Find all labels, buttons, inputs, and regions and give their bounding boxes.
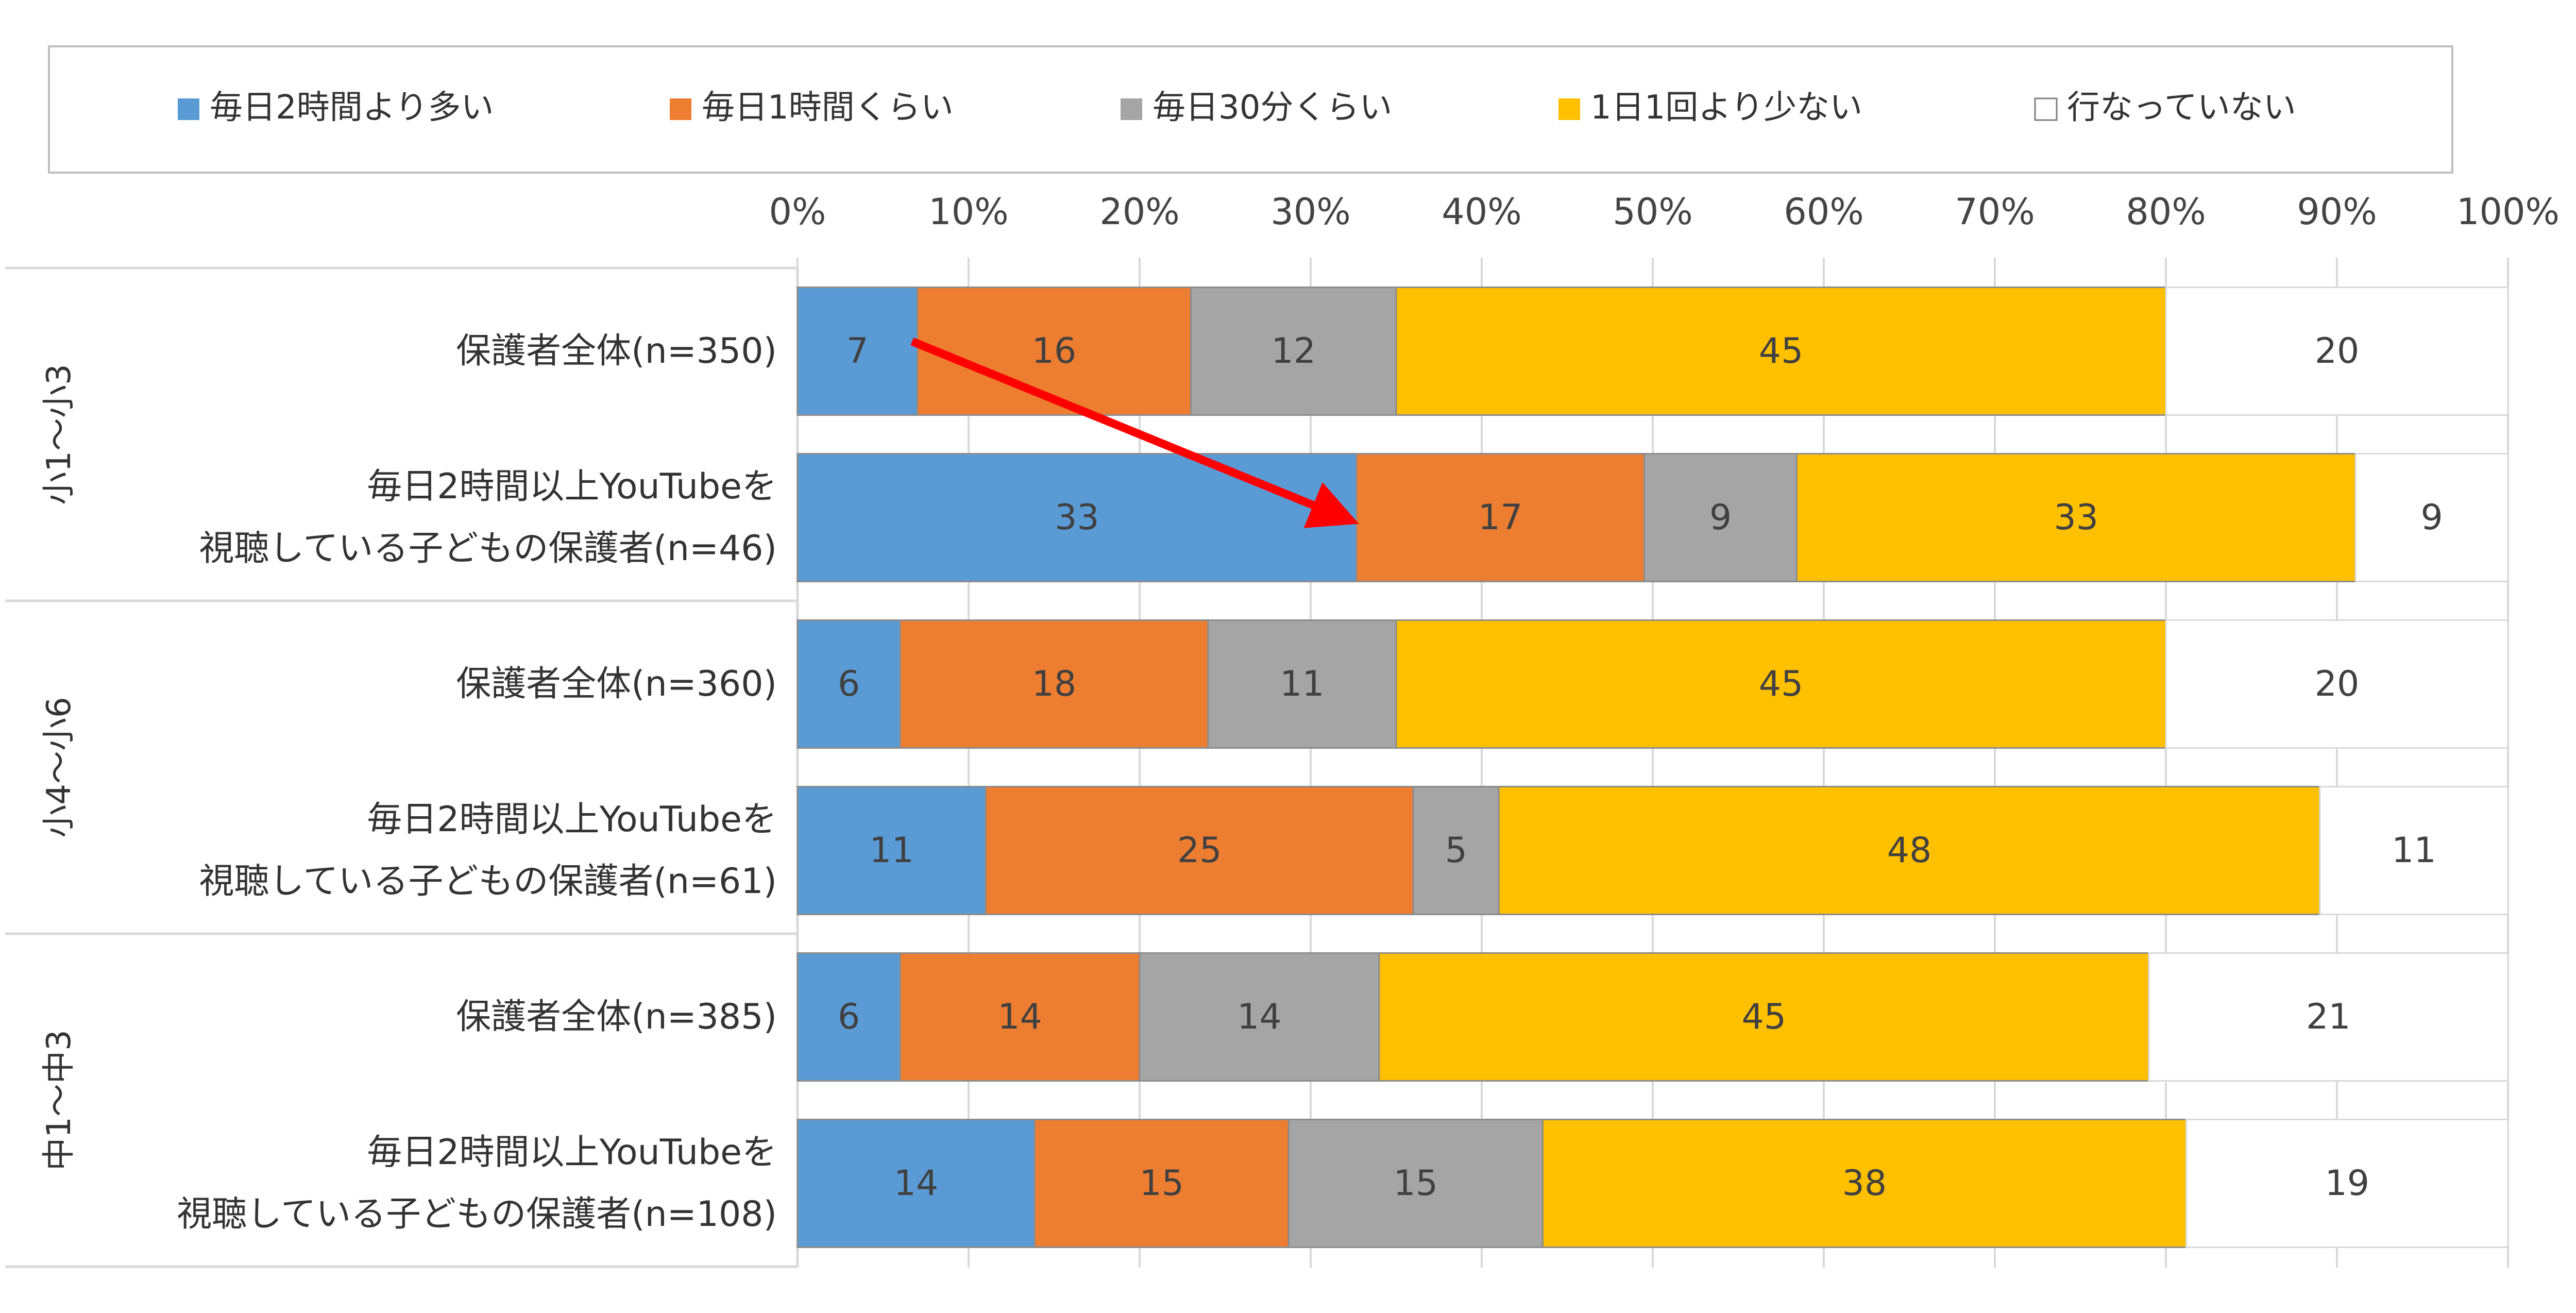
data-label: 33 xyxy=(2054,497,2099,538)
data-label: 48 xyxy=(1887,830,1932,871)
data-label: 21 xyxy=(2306,997,2351,1037)
group-label: 小1〜小3 xyxy=(40,364,78,504)
data-label: 11 xyxy=(869,830,914,871)
data-label: 9 xyxy=(2420,497,2443,538)
bar-segment xyxy=(2148,952,2509,1082)
x-tick-label: 50% xyxy=(1613,191,1693,233)
bar-segment xyxy=(1541,1119,2187,1248)
bar-segment xyxy=(2165,287,2509,416)
x-tick-label: 60% xyxy=(1784,191,1864,233)
legend-swatch xyxy=(2034,97,2058,121)
legend-label: 行なっていない xyxy=(2067,89,2296,127)
row-label: 毎日2時間以上YouTubeを xyxy=(367,466,777,507)
bar-segment xyxy=(796,453,1358,582)
bar-segment xyxy=(1207,619,1397,749)
bars: 7 16 12 45 20 33 17 9 33 9 6 18 11 45 20 11 25 5 48 11 6 14 14… xyxy=(796,287,2509,1248)
legend-swatch xyxy=(1558,98,1580,120)
data-label: 5 xyxy=(1445,830,1467,871)
data-label: 17 xyxy=(1478,497,1523,538)
bar-segment xyxy=(1139,952,1380,1082)
bar-segment xyxy=(916,287,1192,416)
data-label: 20 xyxy=(2315,664,2360,704)
bar-segment xyxy=(2185,1119,2509,1248)
legend-label: 毎日2時間より多い xyxy=(210,89,494,127)
group-label: 小4〜小6 xyxy=(40,697,78,837)
data-label: 6 xyxy=(838,664,860,704)
legend-swatch xyxy=(670,98,691,120)
bar-segment xyxy=(796,952,901,1082)
data-label: 6 xyxy=(838,997,860,1037)
legend-label: 毎日1時間くらい xyxy=(702,89,954,127)
x-tick-label: 0% xyxy=(769,191,826,233)
bar-segment xyxy=(1378,952,2150,1082)
row-label: 視聴している子どもの保護者(n=46) xyxy=(199,528,777,569)
annotation xyxy=(910,338,1359,528)
legend-swatch xyxy=(1121,98,1142,120)
bar-segment xyxy=(796,1119,1036,1248)
data-label: 14 xyxy=(997,997,1042,1037)
data-label: 45 xyxy=(1759,331,1804,372)
data-label: 45 xyxy=(1759,664,1804,704)
bar-segment xyxy=(1498,786,2321,915)
bar-segment xyxy=(1412,786,1500,915)
data-label: 20 xyxy=(2315,331,2360,372)
row-label: 毎日2時間以上YouTubeを xyxy=(367,799,777,840)
x-tick-label: 30% xyxy=(1270,191,1351,233)
x-tick-label: 20% xyxy=(1099,191,1180,233)
bar-segment xyxy=(2319,786,2509,915)
data-label: 45 xyxy=(1742,997,1787,1037)
bar-segment xyxy=(2165,619,2509,749)
legend-label: 毎日30分くらい xyxy=(1153,89,1392,127)
bar-segment xyxy=(899,952,1141,1082)
data-label: 11 xyxy=(2392,830,2436,871)
legend-label: 1日1回より少ない xyxy=(1590,89,1862,127)
row-label: 視聴している子どもの保護者(n=61) xyxy=(199,861,777,902)
bar-segment xyxy=(985,786,1414,915)
bar-segment xyxy=(1643,453,1798,582)
annotation-arrow xyxy=(910,338,1359,528)
x-tick-label: 80% xyxy=(2126,191,2206,233)
data-label: 12 xyxy=(1272,331,1316,372)
x-tick-label: 90% xyxy=(2297,191,2377,233)
bar-segment xyxy=(899,619,1209,749)
data-label: 14 xyxy=(1237,997,1282,1037)
bar-segment xyxy=(1395,287,2167,416)
bar-segment xyxy=(2354,453,2509,582)
data-label: 9 xyxy=(1709,497,1732,538)
legend: 毎日2時間より多い 毎日1時間くらい 毎日30分くらい 1日1回より少ない 行なっていな… xyxy=(178,89,2296,127)
x-tick-label: 100% xyxy=(2456,191,2560,233)
bar-segment xyxy=(1795,453,2357,582)
data-label: 16 xyxy=(1032,331,1077,372)
bar-segment xyxy=(1355,453,1646,582)
row-label: 保護者全体(n=360) xyxy=(456,664,777,704)
x-tick-label: 40% xyxy=(1442,191,1522,233)
bar-segment xyxy=(796,619,901,749)
data-label: 15 xyxy=(1139,1163,1184,1204)
data-label: 7 xyxy=(846,331,869,372)
data-label: 14 xyxy=(894,1163,939,1204)
data-label: 25 xyxy=(1177,830,1222,871)
data-label: 15 xyxy=(1394,1163,1438,1204)
bar-segment xyxy=(1395,619,2167,749)
data-label: 11 xyxy=(1280,664,1325,704)
bar-segment xyxy=(796,786,987,915)
row-label: 毎日2時間以上YouTubeを xyxy=(367,1132,777,1173)
x-tick-label: 70% xyxy=(1955,191,2035,233)
bar-segment xyxy=(1190,287,1397,416)
data-label: 18 xyxy=(1032,664,1077,704)
row-label: 視聴している子どもの保護者(n=108) xyxy=(177,1194,777,1235)
data-label: 19 xyxy=(2325,1163,2369,1204)
data-label: 38 xyxy=(1842,1163,1887,1204)
x-axis-ticks: 0% 10% 20% 30% 40% 50% 60% 70% 80% 90% 100% xyxy=(769,191,2560,233)
group-label: 中1〜中3 xyxy=(40,1030,78,1170)
category-labels: 小1〜小3保護者全体(n=350)毎日2時間以上YouTubeを視聴している子ど… xyxy=(5,266,799,1268)
row-label: 保護者全体(n=350) xyxy=(456,331,777,372)
row-label: 保護者全体(n=385) xyxy=(456,997,777,1037)
legend-swatch xyxy=(178,98,199,120)
bar-segment xyxy=(796,287,918,416)
data-label: 33 xyxy=(1055,497,1099,538)
x-tick-label: 10% xyxy=(928,191,1009,233)
